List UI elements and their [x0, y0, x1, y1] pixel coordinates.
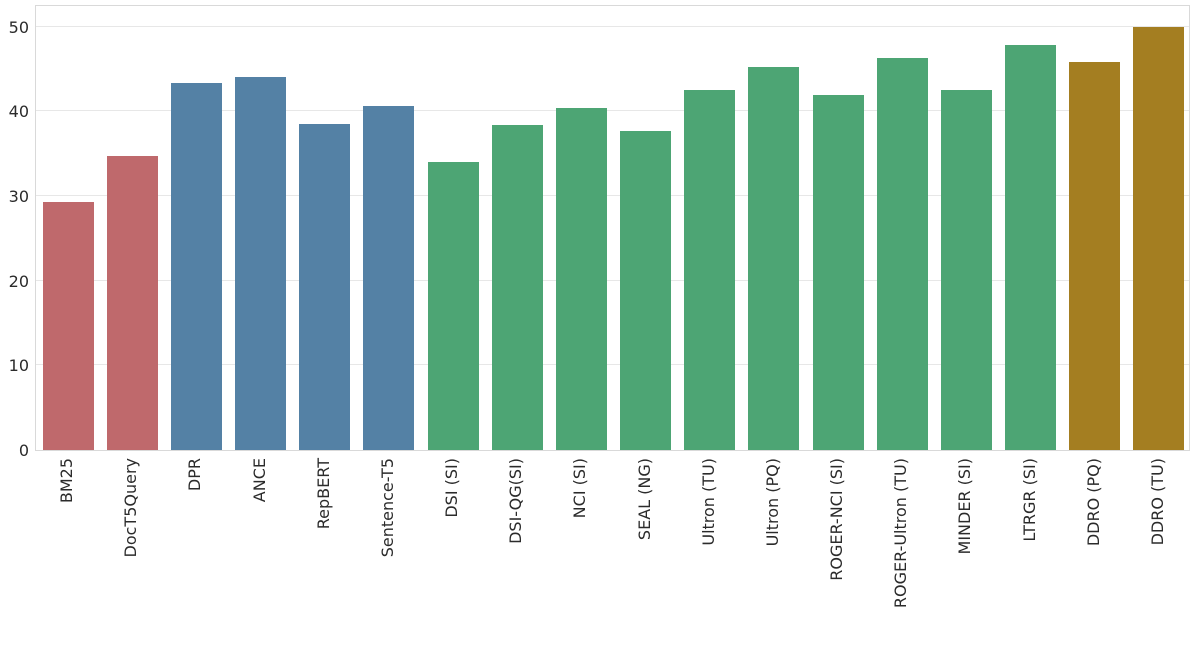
x-tick-ddro-tu: DDRO (TU) [1146, 458, 1170, 545]
bar-nci-si [555, 108, 607, 450]
bar-dsi-qg-si [491, 125, 543, 450]
y-tick-label-10: 10 [8, 356, 29, 376]
x-tick-bm25: BM25 [55, 458, 79, 503]
x-tick-roger-nci-si: ROGER-NCI (SI) [825, 458, 849, 581]
bar-ance [235, 76, 287, 450]
x-tick-roger-ultron-tu: ROGER-Ultron (TU) [889, 458, 913, 608]
y-tick-label-40: 40 [8, 102, 29, 122]
x-tick-label: ANCE [249, 458, 269, 503]
x-tick-doct5query: DocT5Query [119, 458, 143, 557]
bar-bm25 [42, 202, 94, 450]
x-tick-minder-si: MINDER (SI) [953, 458, 977, 554]
x-tick-label: NCI (SI) [570, 458, 590, 519]
bar-dpr [170, 82, 222, 450]
bar-ltrgr-si [1005, 45, 1057, 450]
y-tick-label-50: 50 [8, 17, 29, 37]
bar-minder-si [940, 90, 992, 450]
bar-repbert [299, 124, 351, 450]
bar-ddro-tu [1133, 26, 1185, 450]
x-tick-label: DDRO (TU) [1147, 458, 1167, 546]
gridline-y30 [36, 195, 1189, 197]
x-tick-label: Ultron (TU) [698, 458, 718, 546]
x-tick-label: MINDER (SI) [955, 458, 975, 555]
bar-sentence-t5 [363, 105, 415, 450]
bar-doct5query [106, 155, 158, 450]
bar-seal-ng [620, 130, 672, 450]
gridline-y10 [36, 364, 1189, 366]
x-tick-label: DocT5Query [121, 458, 141, 558]
x-tick-dpr: DPR [183, 458, 207, 491]
x-tick-label: Sentence-T5 [377, 458, 397, 558]
x-tick-ltrgr-si: LTRGR (SI) [1018, 458, 1042, 542]
x-tick-label: DPR [185, 458, 205, 492]
x-tick-label: DSI (SI) [442, 458, 462, 518]
x-tick-nci-si: NCI (SI) [568, 458, 592, 518]
bar-ultron-tu [684, 90, 736, 450]
x-tick-dsi-si: DSI (SI) [440, 458, 464, 518]
x-tick-sentence-t5: Sentence-T5 [376, 458, 400, 557]
x-tick-label: BM25 [57, 458, 77, 504]
x-tick-seal-ng: SEAL (NG) [633, 458, 657, 540]
x-tick-ultron-tu: Ultron (TU) [697, 458, 721, 546]
x-tick-ultron-pq: Ultron (PQ) [761, 458, 785, 546]
x-tick-ddro-pq: DDRO (PQ) [1082, 458, 1106, 546]
x-tick-label: ROGER-Ultron (TU) [891, 458, 911, 609]
bar-ddro-pq [1069, 62, 1121, 450]
y-tick-label-0: 0 [18, 441, 29, 460]
x-tick-label: SEAL (NG) [634, 458, 654, 541]
x-tick-label: ROGER-NCI (SI) [827, 458, 847, 581]
y-tick-label-20: 20 [8, 271, 29, 291]
bar-ultron-pq [748, 66, 800, 450]
x-tick-ance: ANCE [248, 458, 272, 502]
x-tick-label: Ultron (PQ) [762, 458, 782, 547]
x-tick-label: DDRO (PQ) [1083, 458, 1103, 547]
x-tick-dsi-qg-si: DSI-QG(SI) [504, 458, 528, 544]
x-tick-label: RepBERT [313, 458, 333, 530]
bar-dsi-si [427, 162, 479, 450]
gridline-y20 [36, 279, 1189, 281]
bar-roger-ultron-tu [876, 58, 928, 450]
gridline-y50 [36, 25, 1189, 27]
x-tick-label: DSI-QG(SI) [506, 458, 526, 544]
x-tick-label: LTRGR (SI) [1019, 458, 1039, 542]
x-tick-repbert: RepBERT [312, 458, 336, 529]
y-tick-label-30: 30 [8, 187, 29, 207]
gridline-y40 [36, 110, 1189, 112]
bar-roger-nci-si [812, 94, 864, 450]
plot-area [35, 5, 1190, 451]
